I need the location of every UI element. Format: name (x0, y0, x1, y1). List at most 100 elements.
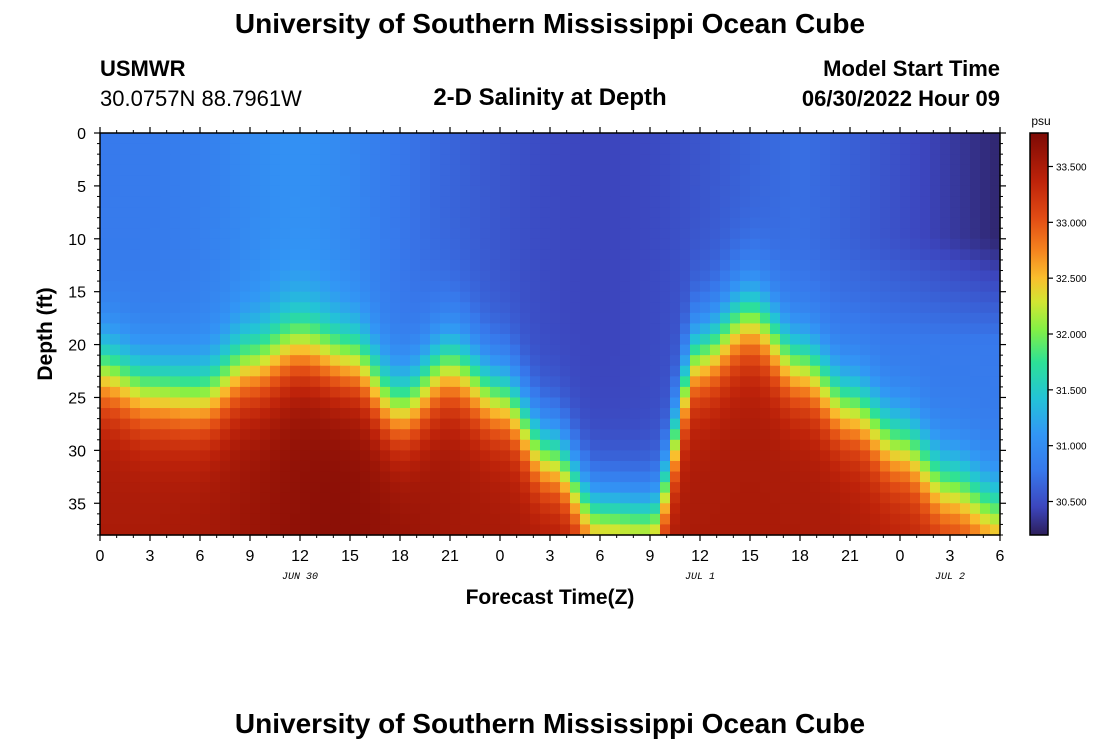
heatmap-cell (710, 482, 721, 494)
heatmap-cell (490, 418, 501, 430)
heatmap-cell (420, 376, 431, 388)
heatmap-cell (260, 482, 271, 494)
heatmap-cell (800, 270, 811, 282)
heatmap-cell (560, 175, 571, 187)
heatmap-cell (870, 207, 881, 219)
heatmap-cell (340, 355, 351, 367)
heatmap-cell (830, 503, 841, 515)
heatmap-cell (570, 503, 581, 515)
heatmap-cell (540, 334, 551, 346)
heatmap-cell (170, 302, 181, 314)
heatmap-cell (190, 429, 201, 441)
heatmap-cell (780, 418, 791, 430)
heatmap-cell (980, 524, 991, 536)
heatmap-cell (450, 376, 461, 388)
heatmap-cell (720, 270, 731, 282)
heatmap-cell (440, 217, 451, 229)
heatmap-cell (830, 471, 841, 483)
heatmap-cell (280, 450, 291, 462)
heatmap-cell (290, 355, 301, 367)
heatmap-cell (810, 460, 821, 473)
heatmap-cell (310, 492, 321, 504)
heatmap-cell (860, 164, 871, 176)
heatmap-cell (990, 143, 1001, 155)
heatmap-cell (380, 334, 391, 346)
heatmap-cell (380, 365, 391, 377)
heatmap-cell (750, 429, 761, 441)
heatmap-cell (720, 281, 731, 293)
heatmap-cell (720, 259, 731, 272)
heatmap-cell (180, 270, 191, 282)
heatmap-cell (770, 249, 781, 261)
y-tick-label: 35 (68, 496, 86, 513)
heatmap-cell (420, 355, 431, 367)
heatmap-cell (750, 503, 761, 515)
heatmap-cell (800, 302, 811, 314)
heatmap-cell (410, 238, 421, 250)
heatmap-cell (450, 439, 461, 451)
heatmap-cell (780, 386, 791, 399)
heatmap-cell (580, 334, 591, 346)
heatmap-cell (550, 228, 561, 240)
heatmap-cell (780, 429, 791, 441)
heatmap-cell (880, 133, 891, 145)
heatmap-cell (190, 334, 201, 346)
heatmap-cell (400, 175, 411, 187)
heatmap-cell (820, 334, 831, 346)
heatmap-cell (350, 418, 361, 430)
heatmap-cell (960, 133, 971, 145)
heatmap-cell (330, 376, 341, 388)
heatmap-cell (350, 259, 361, 272)
heatmap-cell (580, 376, 591, 388)
heatmap-cell (200, 281, 211, 293)
heatmap-cell (410, 408, 421, 420)
heatmap-cell (730, 270, 741, 282)
heatmap-cell (550, 270, 561, 282)
heatmap-cell (650, 503, 661, 515)
heatmap-cell (520, 312, 531, 325)
heatmap-cell (730, 238, 741, 250)
heatmap-cell (810, 524, 821, 536)
heatmap-cell (760, 386, 771, 399)
heatmap-cell (930, 133, 941, 145)
heatmap-cell (610, 429, 621, 441)
heatmap-cell (960, 397, 971, 409)
heatmap-cell (150, 281, 161, 293)
heatmap-cell (930, 524, 941, 536)
heatmap-cell (840, 175, 851, 187)
heatmap-cell (220, 196, 231, 208)
heatmap-cell (810, 217, 821, 229)
heatmap-cell (660, 302, 671, 314)
heatmap-cell (190, 450, 201, 462)
heatmap-cell (620, 323, 631, 335)
heatmap-cell (390, 133, 401, 145)
heatmap-cell (520, 281, 531, 293)
heatmap-cell (410, 259, 421, 272)
heatmap-cell (240, 154, 251, 166)
heatmap-cell (950, 217, 961, 229)
heatmap-cell (580, 207, 591, 219)
y-tick-label: 25 (68, 390, 86, 407)
heatmap-cell (660, 217, 671, 229)
heatmap-cell (520, 133, 531, 145)
day-label: JUN 30 (282, 572, 318, 583)
heatmap-cell (640, 334, 651, 346)
heatmap-cell (620, 439, 631, 451)
heatmap-cell (750, 386, 761, 399)
heatmap-cell (760, 492, 771, 504)
heatmap-cell (560, 249, 571, 261)
heatmap-cell (450, 302, 461, 314)
heatmap-cell (670, 270, 681, 282)
heatmap-cell (550, 334, 561, 346)
heatmap-cell (670, 249, 681, 261)
heatmap-cell (290, 471, 301, 483)
heatmap-cell (350, 196, 361, 208)
heatmap-cell (230, 302, 241, 314)
heatmap-cell (490, 355, 501, 367)
heatmap-cell (380, 133, 391, 145)
heatmap-cell (230, 175, 241, 187)
heatmap-cell (670, 143, 681, 155)
heatmap-cell (580, 281, 591, 293)
heatmap-cell (940, 228, 951, 240)
